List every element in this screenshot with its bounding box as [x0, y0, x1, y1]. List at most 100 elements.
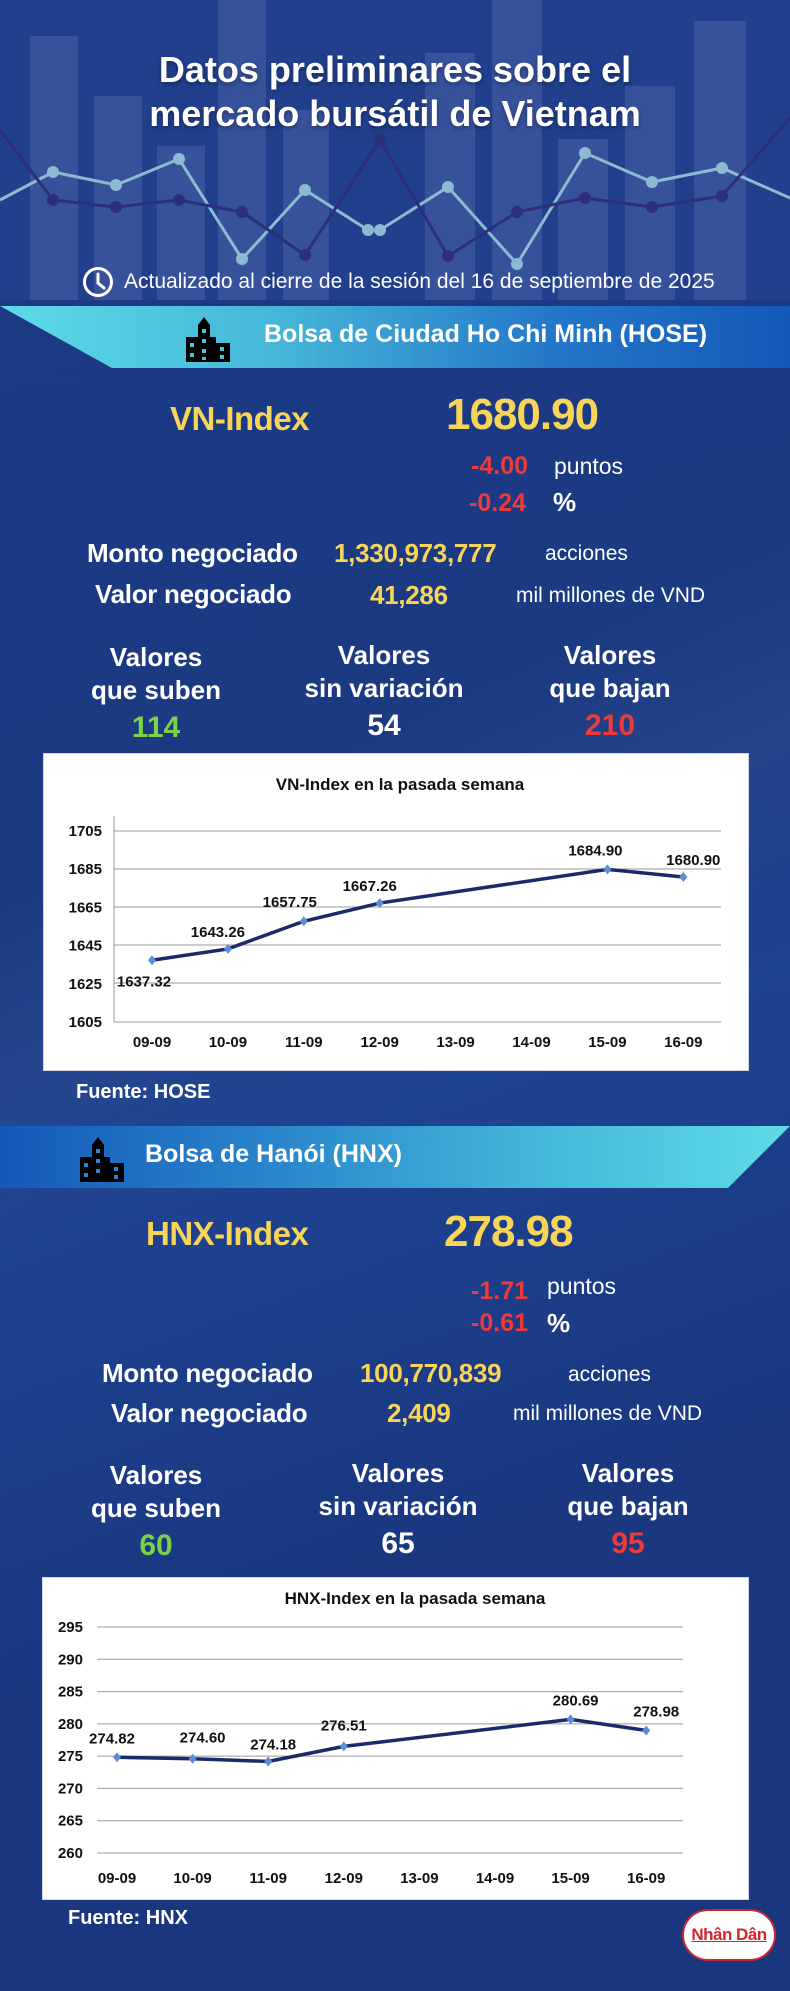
stat-label: que suben [90, 675, 221, 705]
hnx-change-points: -1.71 [471, 1277, 528, 1305]
hnx-volume-value: 100,770,839 [360, 1358, 502, 1388]
hose-source: Fuente: HOSE [76, 1081, 211, 1103]
svg-text:295: 295 [58, 1619, 83, 1636]
stat-label: Valores [109, 642, 203, 672]
svg-text:1625: 1625 [69, 976, 102, 993]
stat-count: 95 [611, 1527, 645, 1560]
vn-index-value: 1680.90 [446, 390, 599, 439]
hnx-index-chart: HNX-Index en la pasada semana 260 265 270 2… [42, 1577, 749, 1900]
hnx-value-unit: mil millones de VND [513, 1402, 703, 1425]
vn-index-chart-svg: VN-Index en la pasada semana 1605 1625 164… [69, 775, 721, 1051]
svg-text:1667.26: 1667.26 [343, 878, 397, 895]
svg-text:290: 290 [58, 1651, 83, 1668]
hnx-index-value: 278.98 [444, 1207, 574, 1256]
hnx-stat-decliners: Valores que bajan 95 [518, 1457, 738, 1561]
hnx-change-pct: -0.61 [471, 1309, 528, 1337]
hnx-stat-advancers: Valores que suben 60 [46, 1459, 266, 1563]
hnx-value-label: Valor negociado [111, 1398, 308, 1428]
hnx-value-value: 2,409 [387, 1398, 451, 1428]
svg-text:13-09: 13-09 [400, 1870, 438, 1887]
svg-text:14-09: 14-09 [512, 1034, 550, 1051]
svg-text:1685: 1685 [69, 861, 102, 878]
banner-shape [0, 1126, 790, 1188]
svg-text:1657.75: 1657.75 [263, 894, 317, 911]
stat-count: 65 [381, 1527, 415, 1560]
hnx-source: Fuente: HNX [68, 1907, 188, 1929]
svg-text:270: 270 [58, 1780, 83, 1797]
svg-text:265: 265 [58, 1813, 83, 1830]
svg-text:09-09: 09-09 [133, 1034, 171, 1051]
svg-text:278.98: 278.98 [633, 1703, 679, 1720]
svg-text:274.82: 274.82 [89, 1730, 135, 1747]
svg-text:11-09: 11-09 [249, 1870, 287, 1887]
vn-change-pct: -0.24 [469, 489, 526, 517]
hose-stat-advancers: Valores que suben 114 [46, 641, 266, 745]
update-text: Actualizado al cierre de la sesión del 1… [124, 270, 715, 293]
svg-text:285: 285 [58, 1684, 83, 1701]
svg-text:1643.26: 1643.26 [191, 924, 245, 941]
page-title: Datos preliminares sobre el mercado burs… [0, 48, 790, 136]
header: Datos preliminares sobre el mercado burs… [0, 0, 790, 300]
hnx-change-points-unit: puntos [547, 1273, 617, 1299]
hnx-volume-label: Monto negociado [102, 1358, 313, 1388]
hose-value-unit: mil millones de VND [516, 584, 706, 607]
stat-label: Valores [337, 640, 431, 670]
svg-text:1680.90: 1680.90 [666, 852, 720, 869]
stat-label: Valores [351, 1458, 445, 1488]
svg-text:1645: 1645 [69, 938, 102, 955]
vn-index-chart: VN-Index en la pasada semana 1605 1625 164… [43, 753, 749, 1071]
svg-text:11-09: 11-09 [285, 1034, 323, 1051]
hnx-index-chart-svg: HNX-Index en la pasada semana 260 265 270 2… [58, 1589, 683, 1887]
hose-banner: Bolsa de Ciudad Ho Chi Minh (HOSE) [0, 306, 790, 368]
svg-text:274.60: 274.60 [180, 1730, 226, 1747]
title-line-2: mercado bursátil de Vietnam [149, 93, 641, 134]
svg-text:10-09: 10-09 [173, 1870, 211, 1887]
hnx-volume-unit: acciones [568, 1363, 651, 1386]
svg-text:16-09: 16-09 [627, 1870, 665, 1887]
hose-volume-label: Monto negociado [87, 538, 298, 568]
nhan-dan-logo: Nhân Dân [682, 1909, 776, 1961]
stat-count: 54 [367, 709, 401, 742]
hose-value-value: 41,286 [370, 580, 448, 610]
building-icon [186, 317, 230, 362]
svg-text:1637.32: 1637.32 [117, 973, 171, 990]
stat-count: 60 [139, 1529, 173, 1562]
svg-text:1605: 1605 [69, 1014, 102, 1031]
svg-text:13-09: 13-09 [436, 1034, 474, 1051]
svg-text:09-09: 09-09 [98, 1870, 136, 1887]
stat-count: 114 [131, 711, 181, 744]
decorative-chart-background [0, 0, 790, 300]
svg-text:15-09: 15-09 [551, 1870, 589, 1887]
svg-text:1705: 1705 [69, 823, 102, 840]
stat-label: Valores [563, 640, 657, 670]
logo-text: Nhân Dân [691, 1925, 767, 1944]
hose-stat-decliners: Valores que bajan 210 [500, 639, 720, 743]
hnx-stat-unchanged: Valores sin variación 65 [288, 1457, 508, 1561]
svg-text:280.69: 280.69 [553, 1692, 599, 1709]
svg-text:275: 275 [58, 1748, 83, 1765]
svg-text:260: 260 [58, 1845, 83, 1862]
hose-volume-value: 1,330,973,777 [334, 538, 497, 568]
svg-text:1684.90: 1684.90 [568, 842, 622, 859]
vn-index-name: VN-Index [170, 400, 310, 437]
hnx-banner-title: Bolsa de Hanói (HNX) [145, 1140, 402, 1168]
svg-text:14-09: 14-09 [476, 1870, 514, 1887]
stat-count: 210 [584, 709, 636, 742]
hnx-banner: Bolsa de Hanói (HNX) [0, 1126, 790, 1188]
stat-label: sin variación [304, 673, 464, 703]
stat-label: que bajan [549, 673, 671, 703]
vn-change-pct-unit: % [553, 487, 577, 517]
hnx-index-name: HNX-Index [146, 1215, 309, 1252]
hose-value-label: Valor negociado [95, 579, 292, 609]
stat-label: Valores [581, 1458, 675, 1488]
hose-banner-title: Bolsa de Ciudad Ho Chi Minh (HOSE) [264, 320, 708, 348]
svg-text:280: 280 [58, 1716, 83, 1733]
svg-text:15-09: 15-09 [588, 1034, 626, 1051]
clock-icon [83, 267, 113, 297]
svg-text:HNX-Index en la pasada semana: HNX-Index en la pasada semana [285, 1589, 546, 1608]
vn-change-points: -4.00 [471, 452, 528, 480]
hnx-change-pct-unit: % [547, 1308, 571, 1338]
svg-text:12-09: 12-09 [361, 1034, 399, 1051]
svg-text:276.51: 276.51 [321, 1717, 367, 1734]
svg-text:VN-Index en la pasada semana: VN-Index en la pasada semana [276, 775, 525, 794]
